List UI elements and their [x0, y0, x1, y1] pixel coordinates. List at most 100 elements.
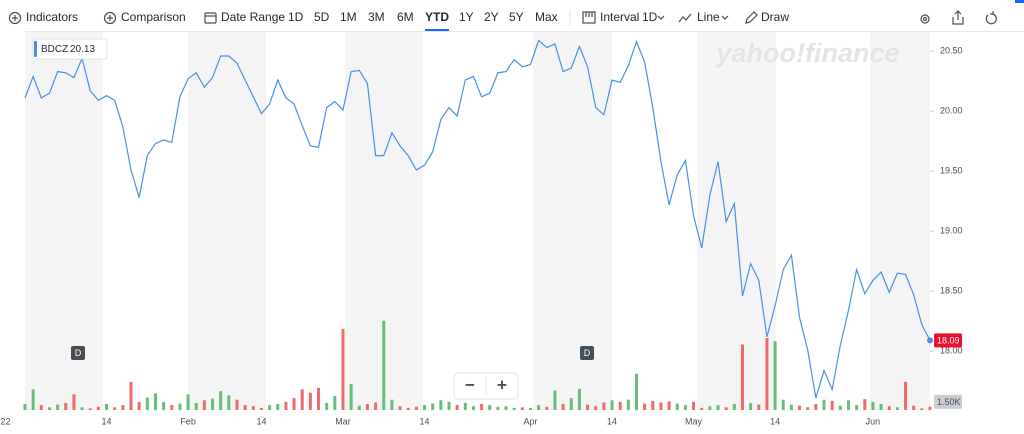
chart-type-button[interactable]: Line	[697, 10, 720, 24]
reset-icon[interactable]	[985, 11, 997, 25]
x-tick-label: 22	[1, 416, 11, 426]
volume-bar	[798, 405, 802, 410]
range-button[interactable]: 1Y	[459, 10, 474, 24]
y-tick-label: 18.50	[940, 286, 963, 296]
price-line	[24, 39, 931, 399]
volume-bar	[47, 407, 51, 410]
volume-bar	[708, 406, 712, 410]
volume-bar	[789, 404, 793, 410]
share-icon[interactable]	[952, 10, 964, 25]
comparison-button[interactable]: Comparison	[121, 10, 186, 24]
indicators-icon[interactable]	[8, 11, 22, 25]
volume-bar	[594, 406, 598, 410]
dividend-marker[interactable]	[71, 346, 85, 360]
volume-bar	[667, 401, 671, 410]
volume-bar	[838, 405, 842, 410]
range-button[interactable]: 6M	[397, 10, 414, 24]
legend-name: BDCZ	[41, 44, 68, 55]
volume-bar	[178, 403, 182, 410]
dividend-marker[interactable]	[580, 346, 594, 360]
interval-caret	[657, 15, 665, 20]
volume-bar	[447, 401, 451, 410]
range-buttons: 1D 5D 1M 3M 6M YTD 1Y 2Y 5Y Max	[288, 10, 558, 31]
volume-bar	[202, 400, 206, 410]
volume-bar	[227, 395, 231, 410]
range-button[interactable]: 5Y	[509, 10, 524, 24]
range-button[interactable]: 3M	[368, 10, 385, 24]
volume-bar	[308, 392, 312, 410]
volume-bar	[651, 400, 655, 410]
volume-bar	[414, 406, 418, 410]
legend-box	[32, 38, 108, 60]
volume-bar	[488, 405, 492, 410]
zoom-out[interactable]: −	[465, 375, 475, 394]
last-point	[927, 337, 934, 344]
volume-bar	[259, 407, 263, 410]
interval-value[interactable]: 1D	[642, 10, 658, 24]
volume-bar	[716, 405, 720, 410]
volume-bar	[129, 381, 133, 410]
volume-bar	[243, 405, 247, 410]
x-tick-label: Feb	[180, 416, 196, 426]
volume-bar	[863, 399, 867, 410]
volume-bar	[634, 373, 638, 410]
volume-bar	[659, 402, 663, 410]
volume-bar	[186, 394, 190, 410]
comparison-icon[interactable]	[103, 11, 117, 25]
volume-bar	[113, 407, 117, 410]
volume-bar	[561, 404, 565, 410]
line-icon[interactable]	[678, 13, 692, 23]
y-tick-label: 20.50	[940, 46, 963, 56]
x-tick-label: May	[685, 416, 703, 426]
legend-value: 20.13	[70, 44, 95, 55]
volume-bar	[904, 381, 908, 410]
volume-bar	[276, 404, 280, 410]
settings-icon[interactable]	[920, 14, 930, 24]
chart-type-caret	[721, 15, 729, 20]
draw-icon[interactable]	[745, 11, 758, 24]
interval-button[interactable]: Interval	[600, 10, 639, 24]
range-button[interactable]: 5D	[314, 10, 330, 24]
band	[188, 32, 266, 410]
range-button[interactable]: Max	[535, 10, 558, 24]
dividend-label: D	[584, 348, 591, 358]
volume-bar	[749, 402, 753, 410]
y-tick-label: 18.00	[940, 346, 963, 356]
x-tick-label: Jun	[866, 416, 881, 426]
volume-bar	[602, 402, 606, 410]
calendar-icon[interactable]	[204, 12, 217, 24]
volume-bar	[341, 328, 345, 410]
range-button[interactable]: 1D	[288, 10, 304, 24]
legend-swatch	[34, 41, 37, 57]
indicators-button[interactable]: Indicators	[26, 10, 78, 24]
volume-bar	[618, 401, 622, 410]
volume-bar	[895, 407, 899, 410]
date-range-button[interactable]: Date Range	[221, 10, 285, 24]
volume-bar	[537, 405, 541, 410]
range-button[interactable]: 1M	[340, 10, 357, 24]
volume-bar	[577, 388, 581, 410]
x-tick-label: 14	[420, 416, 430, 426]
volume-bar	[545, 406, 549, 410]
volume-bar	[349, 384, 353, 410]
x-tick-label: 14	[607, 416, 617, 426]
zoom-in[interactable]: +	[497, 375, 507, 394]
volume-bar	[928, 406, 932, 410]
volume-bar	[920, 408, 924, 410]
volume-bar	[80, 407, 84, 410]
volume-bar	[72, 394, 76, 410]
volume-bar	[292, 398, 296, 410]
x-tick-label: 14	[256, 416, 266, 426]
range-button[interactable]: YTD	[425, 10, 449, 24]
volume-bar	[219, 391, 223, 410]
volume-bar	[374, 402, 378, 410]
draw-button[interactable]: Draw	[761, 10, 789, 24]
volume-bar	[23, 404, 27, 410]
dividend-label: D	[75, 348, 82, 358]
volume-bar	[569, 398, 573, 410]
volume-bar	[830, 400, 834, 410]
band	[533, 32, 612, 410]
range-button[interactable]: 2Y	[484, 10, 499, 24]
volume-bar	[235, 399, 239, 410]
